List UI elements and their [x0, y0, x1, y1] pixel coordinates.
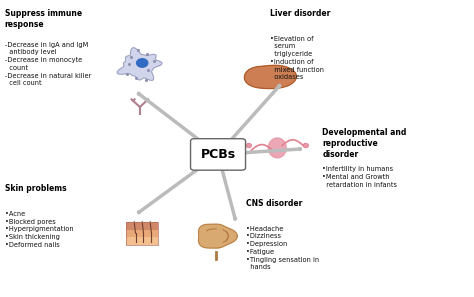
Text: •Acne
•Blocked pores
•Hyperpigmentation
•Skin thickening
•Deformed nails: •Acne •Blocked pores •Hyperpigmentation … — [5, 211, 73, 248]
Ellipse shape — [136, 58, 148, 68]
Text: •Headache
•Dizziness
•Depression
•Fatigue
•Tingling sensation in
  hands: •Headache •Dizziness •Depression •Fatigu… — [246, 226, 319, 271]
Polygon shape — [117, 48, 162, 80]
FancyBboxPatch shape — [126, 222, 158, 230]
FancyBboxPatch shape — [126, 222, 158, 236]
Ellipse shape — [246, 143, 252, 148]
Text: -Decrease in IgA and IgM
  antibody level
-Decrease in monocyte
  count
-Decreas: -Decrease in IgA and IgM antibody level … — [5, 42, 91, 86]
Text: Developmental and
reproductive
disorder: Developmental and reproductive disorder — [322, 128, 407, 159]
Text: •Infertility in humans
•Mental and Growth
  retardation in infants: •Infertility in humans •Mental and Growt… — [322, 166, 397, 188]
Text: •Elevation of
  serum
  triglyceride
•Induction of
  mixed function
  oxidases: •Elevation of serum triglyceride •Induct… — [270, 36, 324, 80]
FancyBboxPatch shape — [191, 139, 246, 170]
Polygon shape — [268, 138, 286, 158]
Text: CNS disorder: CNS disorder — [246, 199, 303, 208]
Text: PCBs: PCBs — [201, 148, 236, 161]
Text: Suppress immune
response: Suppress immune response — [5, 9, 82, 29]
Ellipse shape — [303, 143, 309, 148]
Text: Skin problems: Skin problems — [5, 184, 66, 193]
Polygon shape — [245, 65, 296, 89]
Text: Liver disorder: Liver disorder — [270, 9, 330, 18]
FancyBboxPatch shape — [126, 222, 158, 244]
Polygon shape — [199, 224, 237, 248]
